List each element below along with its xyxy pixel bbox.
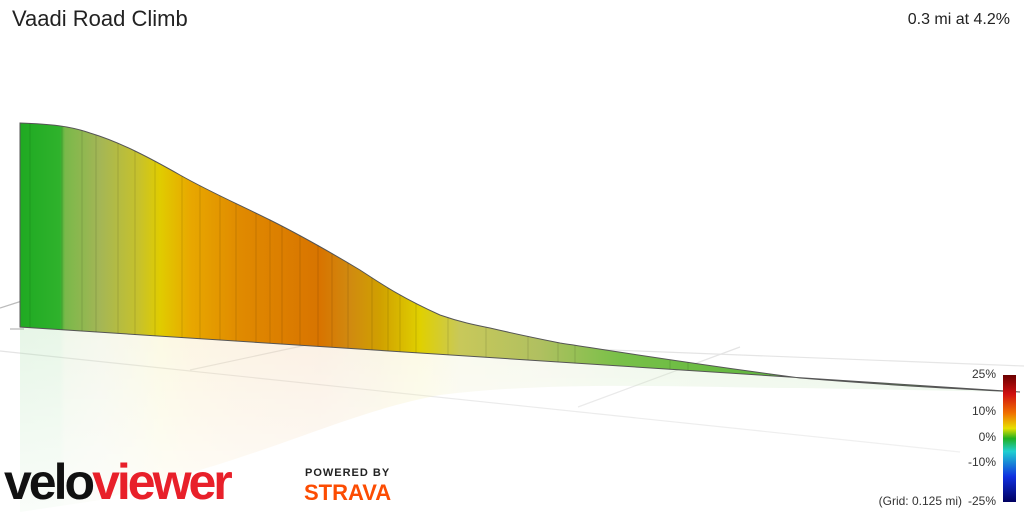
scale-label: -10% bbox=[968, 455, 996, 469]
logo-part: velo bbox=[4, 454, 94, 510]
gradient-scale bbox=[1003, 375, 1016, 502]
grid-note: (Grid: 0.125 mi) bbox=[879, 494, 962, 508]
summary: 0.3 mi at 4.2% bbox=[908, 11, 1010, 28]
powered-by: POWERED BY bbox=[305, 467, 390, 479]
profile-strips bbox=[29, 123, 821, 380]
scale-labels: 25% 10% 0% -10% -25% (Grid: 0.125 mi) bbox=[879, 367, 997, 508]
scale-label: -25% bbox=[968, 494, 996, 508]
partner-logo[interactable]: STRAVA bbox=[304, 480, 391, 505]
logo-part: viewer bbox=[92, 454, 232, 510]
scale-label: 10% bbox=[972, 404, 996, 418]
title: Vaadi Road Climb bbox=[12, 6, 188, 31]
profile-face bbox=[19, 122, 1021, 393]
logo[interactable]: veloviewer bbox=[4, 454, 235, 510]
scale-label: 25% bbox=[972, 367, 996, 381]
scale-label: 0% bbox=[979, 430, 997, 444]
